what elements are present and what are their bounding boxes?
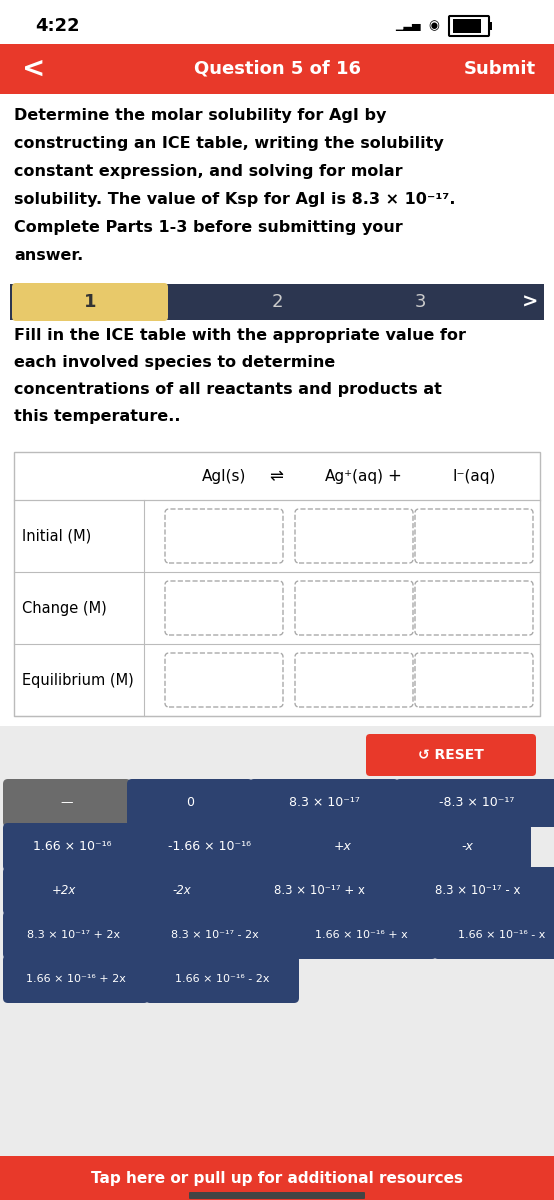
- Text: solubility. The value of Ksp for AgI is 8.3 × 10⁻¹⁷.: solubility. The value of Ksp for AgI is …: [14, 192, 455, 206]
- Text: each involved species to determine: each involved species to determine: [14, 355, 335, 370]
- FancyBboxPatch shape: [189, 1192, 365, 1199]
- Text: constructing an ICE table, writing the solubility: constructing an ICE table, writing the s…: [14, 136, 444, 151]
- Text: 8.3 × 10⁻¹⁷: 8.3 × 10⁻¹⁷: [289, 797, 360, 810]
- Text: ▁▃▅: ▁▃▅: [395, 20, 420, 31]
- Text: 1.66 × 10⁻¹⁶: 1.66 × 10⁻¹⁶: [33, 840, 111, 853]
- Text: -2x: -2x: [173, 884, 191, 898]
- Text: Ag⁺(aq): Ag⁺(aq): [325, 468, 383, 484]
- Text: 1.66 × 10⁻¹⁶ - 2x: 1.66 × 10⁻¹⁶ - 2x: [175, 974, 269, 984]
- Text: this temperature..: this temperature..: [14, 409, 181, 424]
- FancyBboxPatch shape: [488, 22, 492, 30]
- FancyBboxPatch shape: [165, 653, 283, 707]
- Text: 1: 1: [84, 293, 96, 311]
- FancyBboxPatch shape: [249, 779, 399, 827]
- FancyBboxPatch shape: [3, 866, 125, 914]
- Text: Complete Parts 1-3 before submitting your: Complete Parts 1-3 before submitting you…: [14, 220, 403, 235]
- FancyBboxPatch shape: [366, 734, 536, 776]
- FancyBboxPatch shape: [10, 284, 544, 320]
- FancyBboxPatch shape: [397, 866, 554, 914]
- Text: <: <: [22, 55, 45, 83]
- Text: I⁻(aq): I⁻(aq): [452, 468, 496, 484]
- Text: 1.66 × 10⁻¹⁶ + 2x: 1.66 × 10⁻¹⁶ + 2x: [26, 974, 126, 984]
- Text: 8.3 × 10⁻¹⁷ + x: 8.3 × 10⁻¹⁷ + x: [274, 884, 366, 898]
- FancyBboxPatch shape: [395, 779, 554, 827]
- FancyBboxPatch shape: [165, 509, 283, 563]
- Text: Determine the molar solubility for AgI by: Determine the molar solubility for AgI b…: [14, 108, 386, 122]
- Text: Initial (M): Initial (M): [22, 528, 91, 544]
- FancyBboxPatch shape: [137, 823, 283, 871]
- FancyBboxPatch shape: [415, 581, 533, 635]
- Text: ◉: ◉: [428, 19, 439, 32]
- FancyBboxPatch shape: [141, 911, 289, 959]
- Text: 2: 2: [271, 293, 283, 311]
- FancyBboxPatch shape: [0, 726, 554, 1160]
- Text: 8.3 × 10⁻¹⁷ - x: 8.3 × 10⁻¹⁷ - x: [435, 884, 521, 898]
- FancyBboxPatch shape: [121, 866, 243, 914]
- Text: Submit: Submit: [464, 60, 536, 78]
- Text: +: +: [387, 467, 401, 485]
- FancyBboxPatch shape: [3, 779, 131, 827]
- Text: >: >: [522, 293, 538, 312]
- FancyBboxPatch shape: [295, 653, 413, 707]
- FancyBboxPatch shape: [0, 1156, 554, 1200]
- FancyBboxPatch shape: [127, 779, 253, 827]
- Text: answer.: answer.: [14, 248, 83, 263]
- Text: -1.66 × 10⁻¹⁶: -1.66 × 10⁻¹⁶: [168, 840, 252, 853]
- FancyBboxPatch shape: [415, 509, 533, 563]
- Text: ⇌: ⇌: [269, 467, 283, 485]
- Text: 1.66 × 10⁻¹⁶ - x: 1.66 × 10⁻¹⁶ - x: [458, 930, 546, 940]
- Text: Question 5 of 16: Question 5 of 16: [193, 60, 361, 78]
- Text: -x: -x: [461, 840, 473, 853]
- Text: 3: 3: [414, 293, 426, 311]
- Text: Fill in the ICE table with the appropriate value for: Fill in the ICE table with the appropria…: [14, 328, 466, 343]
- FancyBboxPatch shape: [295, 509, 413, 563]
- FancyBboxPatch shape: [3, 911, 145, 959]
- Text: —: —: [61, 797, 73, 810]
- FancyBboxPatch shape: [12, 283, 168, 320]
- Text: 4:22: 4:22: [35, 17, 80, 35]
- FancyBboxPatch shape: [3, 823, 141, 871]
- FancyBboxPatch shape: [415, 653, 533, 707]
- Text: 8.3 × 10⁻¹⁷ + 2x: 8.3 × 10⁻¹⁷ + 2x: [28, 930, 121, 940]
- FancyBboxPatch shape: [0, 44, 554, 94]
- FancyBboxPatch shape: [285, 911, 437, 959]
- FancyBboxPatch shape: [453, 19, 481, 32]
- Text: 1.66 × 10⁻¹⁶ + x: 1.66 × 10⁻¹⁶ + x: [315, 930, 407, 940]
- Text: Tap here or pull up for additional resources: Tap here or pull up for additional resou…: [91, 1170, 463, 1186]
- Text: AgI(s): AgI(s): [202, 468, 246, 484]
- FancyBboxPatch shape: [165, 581, 283, 635]
- FancyBboxPatch shape: [3, 955, 149, 1003]
- Text: 8.3 × 10⁻¹⁷ - 2x: 8.3 × 10⁻¹⁷ - 2x: [171, 930, 259, 940]
- Text: +x: +x: [334, 840, 352, 853]
- Text: Change (M): Change (M): [22, 600, 107, 616]
- FancyBboxPatch shape: [279, 823, 407, 871]
- Text: -8.3 × 10⁻¹⁷: -8.3 × 10⁻¹⁷: [439, 797, 515, 810]
- Text: 0: 0: [186, 797, 194, 810]
- Text: constant expression, and solving for molar: constant expression, and solving for mol…: [14, 164, 403, 179]
- Text: Equilibrium (M): Equilibrium (M): [22, 672, 134, 688]
- FancyBboxPatch shape: [433, 911, 554, 959]
- FancyBboxPatch shape: [14, 452, 540, 716]
- FancyBboxPatch shape: [239, 866, 401, 914]
- FancyBboxPatch shape: [295, 581, 413, 635]
- Text: concentrations of all reactants and products at: concentrations of all reactants and prod…: [14, 382, 442, 397]
- Text: +2x: +2x: [52, 884, 76, 898]
- FancyBboxPatch shape: [403, 823, 531, 871]
- FancyBboxPatch shape: [145, 955, 299, 1003]
- Text: ↺ RESET: ↺ RESET: [418, 748, 484, 762]
